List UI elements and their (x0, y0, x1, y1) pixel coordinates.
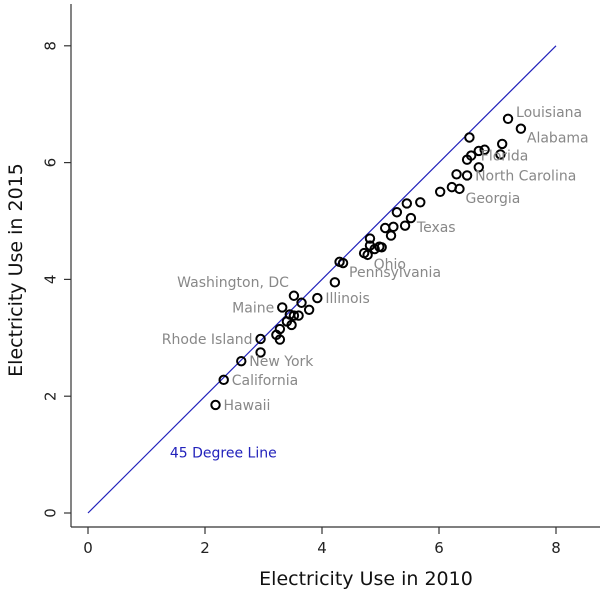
data-point (495, 149, 506, 160)
data-point (391, 207, 403, 218)
data-point (379, 222, 391, 234)
data-point (288, 310, 300, 321)
y-tick-label: 8 (42, 41, 60, 51)
data-point (362, 249, 373, 261)
data-point (502, 113, 514, 125)
data-point (376, 242, 387, 253)
data-point (286, 319, 297, 331)
data-point (210, 399, 221, 411)
data-point (236, 355, 247, 367)
y-tick-label: 4 (42, 275, 60, 285)
x-axis-ticks: 0 2 4 6 8 (83, 527, 561, 557)
data-points (210, 113, 527, 411)
data-point (465, 150, 477, 161)
point-label: Georgia (465, 191, 520, 207)
y-tick-label: 6 (42, 158, 60, 168)
y-tick-label: 2 (42, 391, 60, 401)
x-tick-label: 6 (434, 539, 444, 557)
point-label: Ohio (374, 257, 406, 273)
point-label: Florida (481, 148, 529, 164)
data-point (496, 138, 508, 150)
x-tick-label: 8 (551, 539, 561, 557)
data-point (329, 277, 341, 288)
data-point (451, 169, 462, 180)
data-point (337, 257, 349, 269)
point-label: Alabama (527, 131, 589, 147)
data-point (218, 374, 229, 386)
data-point (293, 310, 304, 321)
data-point (473, 145, 484, 157)
data-point (401, 198, 413, 209)
point-label: New York (249, 354, 314, 370)
data-point (364, 233, 376, 244)
data-point (461, 170, 473, 181)
reference-line-label: 45 Degree Line (170, 446, 277, 462)
y-axis-title: Electricity Use in 2015 (5, 163, 27, 377)
data-point (454, 183, 465, 195)
data-point (479, 144, 490, 155)
data-point (296, 297, 307, 308)
y-tick-label: 0 (42, 508, 60, 518)
point-label: California (232, 373, 298, 389)
point-label: North Carolina (475, 168, 576, 184)
data-point (255, 333, 266, 345)
data-point (464, 132, 475, 143)
data-point (388, 221, 399, 233)
point-label: Louisiana (516, 105, 582, 121)
data-point (312, 292, 323, 304)
data-point (385, 230, 397, 241)
point-label: Maine (232, 300, 274, 316)
data-point (274, 334, 286, 345)
state-labels: Hawaii California New York Rhode Island Main… (162, 105, 589, 414)
data-point (434, 186, 446, 198)
x-tick-label: 0 (83, 539, 93, 557)
data-point (277, 302, 288, 313)
data-point (255, 347, 266, 358)
data-point (405, 212, 417, 224)
x-tick-label: 2 (200, 539, 210, 557)
point-label: Rhode Island (162, 332, 253, 348)
point-label: Washington, DC (177, 275, 289, 291)
point-label: Pennsylvania (349, 265, 441, 281)
axes: 0 2 4 6 8 0 2 4 6 8 (42, 4, 600, 557)
x-axis-title: Electricity Use in 2010 (259, 568, 473, 590)
point-label: Hawaii (224, 398, 271, 414)
data-point (399, 220, 411, 231)
y-axis-ticks: 0 2 4 6 8 (42, 41, 71, 518)
data-point (415, 197, 426, 208)
data-point (473, 162, 484, 173)
point-label: Illinois (325, 291, 369, 307)
data-point (515, 123, 527, 134)
reference-line (87, 45, 557, 514)
x-tick-label: 4 (317, 539, 327, 557)
data-point (288, 290, 300, 301)
point-label: Texas (416, 220, 456, 236)
data-point (303, 304, 315, 315)
data-point (274, 323, 286, 335)
